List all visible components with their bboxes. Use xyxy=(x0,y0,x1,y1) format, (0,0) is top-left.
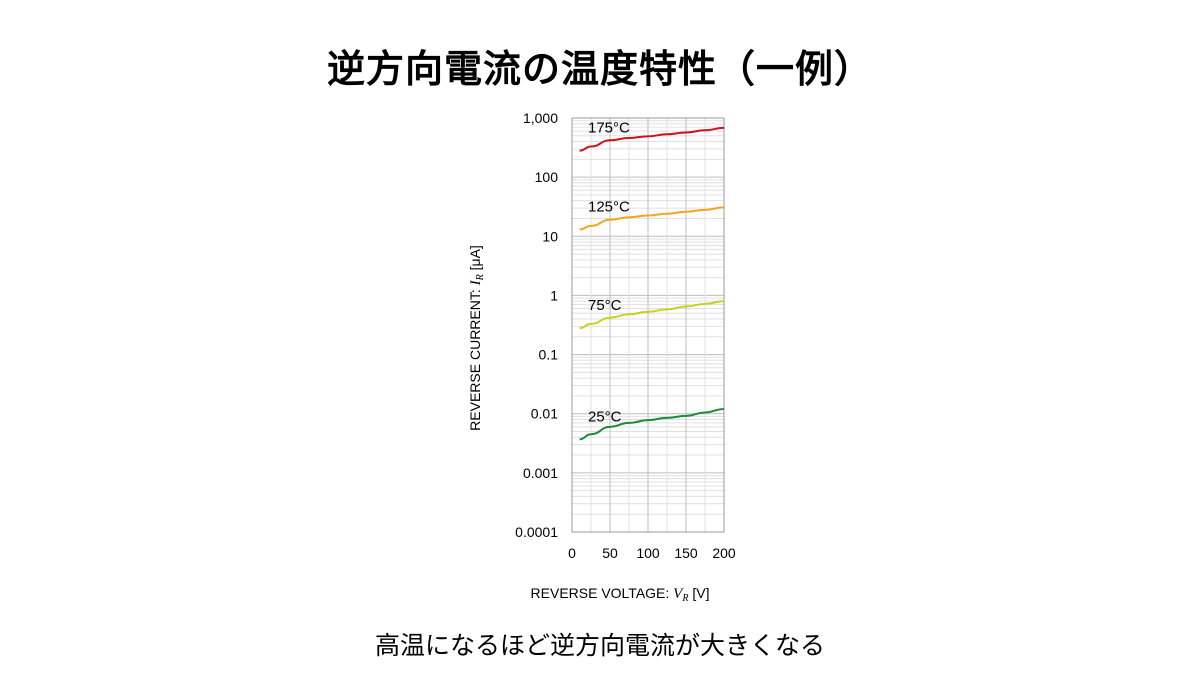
series-label: 25°C xyxy=(588,408,622,425)
series-line xyxy=(579,300,725,330)
x-tick-label: 50 xyxy=(602,545,618,561)
y-tick-labels: 0.0001 0.001 0.01 0.1 1 10 100 1,000 xyxy=(515,110,558,540)
chart-series xyxy=(579,126,725,441)
series-label: 125°C xyxy=(588,199,630,216)
x-tick-label: 0 xyxy=(568,545,576,561)
chart-grid xyxy=(572,118,724,533)
y-tick-label: 1,000 xyxy=(523,110,558,126)
caption-text: 高温になるほど逆方向電流が大きくなる xyxy=(374,631,825,660)
x-tick-label: 200 xyxy=(712,545,736,561)
plot-frame xyxy=(571,117,725,533)
y-tick-label: 10 xyxy=(542,228,558,244)
series-line xyxy=(579,206,725,231)
series-label: 175°C xyxy=(588,120,630,137)
series-labels: 175°C 125°C 75°C 25°C xyxy=(588,120,630,426)
x-tick-label: 100 xyxy=(636,545,660,561)
x-tick-labels: 0 50 100 150 200 xyxy=(568,545,736,561)
x-tick-label: 150 xyxy=(674,545,698,561)
y-tick-label: 100 xyxy=(535,169,559,185)
series-line xyxy=(579,408,725,441)
y-tick-label: 1 xyxy=(550,287,558,303)
y-tick-label: 0.0001 xyxy=(515,524,558,540)
y-tick-label: 0.1 xyxy=(539,347,559,363)
x-axis-label: REVERSE VOLTAGE: VR [V] xyxy=(531,585,710,604)
page-title: 逆方向電流の温度特性（一例） xyxy=(326,47,873,91)
series-label: 75°C xyxy=(588,297,622,314)
series-line xyxy=(579,126,725,152)
y-tick-label: 0.01 xyxy=(531,406,558,422)
y-tick-label: 0.001 xyxy=(523,465,558,481)
y-axis-label: REVERSE CURRENT: IR [μA] xyxy=(467,245,486,431)
